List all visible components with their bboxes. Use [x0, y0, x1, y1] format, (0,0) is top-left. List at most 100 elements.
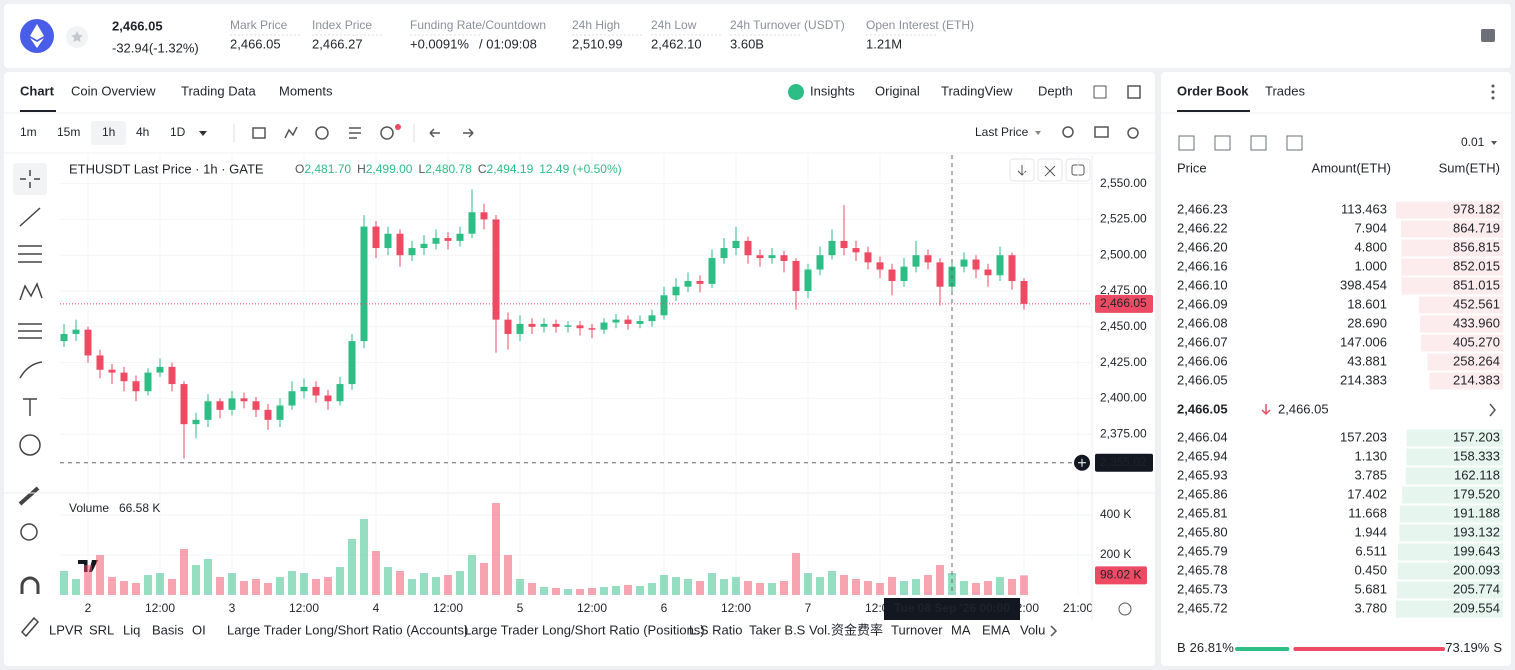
indicator-tab[interactable]: Taker B.S Vol.: [749, 622, 831, 637]
ob-price: 2,465.86: [1177, 486, 1228, 501]
undo-icon[interactable]: [429, 128, 440, 138]
replay-icon[interactable]: [315, 126, 329, 140]
ob-price: 2,466.05: [1177, 372, 1228, 387]
scroll-button[interactable]: [1009, 158, 1035, 182]
window-icon[interactable]: [1127, 85, 1141, 99]
ohlc-key: L: [418, 162, 425, 176]
sell-ratio: 73.19% S: [1445, 640, 1502, 655]
indicator-icon[interactable]: [284, 126, 298, 139]
view-both[interactable]: [1178, 135, 1195, 151]
view-tab[interactable]: TradingView: [941, 83, 1013, 98]
indicator-tab[interactable]: L.S Ratio: [689, 622, 742, 637]
indicator-tab[interactable]: Liq: [123, 622, 140, 637]
view-tab[interactable]: Insights: [810, 83, 855, 98]
interval[interactable]: 1m: [20, 125, 37, 139]
chevron[interactable]: [1050, 625, 1058, 637]
x-tick-label: 7: [805, 601, 812, 615]
candle-body: [360, 226, 368, 342]
template-icon[interactable]: [349, 127, 361, 139]
candle-body: [408, 248, 416, 256]
candle-icon[interactable]: [252, 127, 266, 139]
indicator-tab[interactable]: Basis: [152, 622, 184, 637]
line-tool[interactable]: [19, 207, 41, 227]
collapse-button[interactable]: [1037, 158, 1063, 182]
ob-sum: 452.561: [1453, 296, 1500, 311]
ob-price: 2,466.08: [1177, 315, 1228, 330]
x-tick-label: 6: [661, 601, 668, 615]
pattern-tool[interactable]: [19, 282, 43, 301]
candle-body: [888, 269, 896, 281]
interval[interactable]: 15m: [57, 125, 80, 139]
candle-body: [120, 372, 128, 382]
indicator-tab[interactable]: Large Trader Long/Short Ratio (Positions…: [464, 622, 705, 637]
chart-tab[interactable]: Moments: [279, 83, 333, 98]
ohlc-key: H: [357, 162, 366, 176]
search-icon[interactable]: [1062, 126, 1074, 138]
indicator-tab[interactable]: 资金费率: [831, 622, 883, 637]
crosshair-tool[interactable]: [20, 170, 40, 188]
eth-glyph: [30, 24, 44, 48]
fullscreen-icon[interactable]: [1093, 85, 1107, 99]
magnet-tool[interactable]: [20, 576, 40, 594]
interval[interactable]: 1h: [102, 125, 115, 139]
view-tab[interactable]: Depth: [1038, 83, 1073, 98]
indicator-tab[interactable]: LPVR: [49, 622, 83, 637]
indicator-tab[interactable]: Volu: [1020, 622, 1045, 637]
layout-icon[interactable]: [1481, 29, 1495, 42]
volume-bar: [384, 567, 392, 595]
indicator-tab[interactable]: Large Trader Long/Short Ratio (Accounts): [227, 622, 468, 637]
ob-tab[interactable]: Order Book: [1177, 83, 1249, 98]
ruler-tool[interactable]: [18, 486, 40, 506]
candle-body: [108, 369, 116, 373]
add-icon[interactable]: [380, 126, 394, 140]
forecast-tool[interactable]: [18, 323, 42, 339]
pencil-tool[interactable]: [20, 616, 40, 638]
volume-bar: [516, 579, 524, 595]
view-tab[interactable]: Original: [875, 83, 920, 98]
stat-value: +0.0091%: [410, 36, 469, 51]
interval[interactable]: 4h: [136, 125, 149, 139]
price-source[interactable]: Last Price: [975, 125, 1029, 139]
candle-body: [612, 319, 620, 323]
stat-value: 3.60B: [730, 36, 764, 51]
chevron[interactable]: [1489, 403, 1496, 417]
candle-body: [432, 238, 440, 244]
drawing-tools: [13, 163, 47, 638]
depth-bar: [1421, 334, 1503, 352]
chart-settings[interactable]: [1118, 602, 1132, 616]
camera-icon[interactable]: [1094, 126, 1109, 138]
precision[interactable]: 0.01: [1461, 135, 1485, 149]
emoji-tool[interactable]: [19, 434, 41, 456]
view-asks[interactable]: [1250, 135, 1267, 151]
redo-icon[interactable]: [463, 128, 474, 138]
volume-bar: [372, 551, 380, 595]
menu-dot[interactable]: [1491, 84, 1495, 88]
view-bids[interactable]: [1214, 135, 1231, 151]
y-tick-label: 2,525.00: [1100, 212, 1147, 226]
chart-tab[interactable]: Chart: [20, 83, 55, 98]
ohlc-value: 2,499.00: [366, 162, 413, 176]
zoom-tool[interactable]: [20, 523, 38, 541]
ob-price: 2,466.06: [1177, 353, 1228, 368]
indicator-tab[interactable]: SRL: [89, 622, 114, 637]
ob-tab[interactable]: Trades: [1265, 83, 1305, 98]
chart-tab[interactable]: Coin Overview: [71, 83, 156, 98]
chart-tab[interactable]: Trading Data: [181, 83, 256, 98]
indicator-tab[interactable]: EMA: [982, 622, 1011, 637]
ob-sum: 199.643: [1453, 543, 1500, 558]
text-tool[interactable]: [23, 398, 37, 416]
indicator-tab[interactable]: OI: [192, 622, 206, 637]
volume-bar: [156, 573, 164, 595]
settings-icon[interactable]: [1127, 127, 1139, 139]
fib-tool[interactable]: [18, 245, 42, 263]
interval[interactable]: 1D: [170, 125, 186, 139]
candle-body: [144, 372, 152, 392]
indicator-tab[interactable]: Turnover: [891, 622, 943, 637]
candle-body: [912, 255, 920, 267]
brush-tool[interactable]: [19, 361, 43, 379]
ob-price: 2,465.73: [1177, 581, 1228, 596]
indicator-tab[interactable]: MA: [951, 622, 971, 637]
ob-sum: 405.270: [1453, 334, 1500, 349]
view-other[interactable]: [1286, 135, 1303, 151]
volume-bar: [456, 571, 464, 595]
